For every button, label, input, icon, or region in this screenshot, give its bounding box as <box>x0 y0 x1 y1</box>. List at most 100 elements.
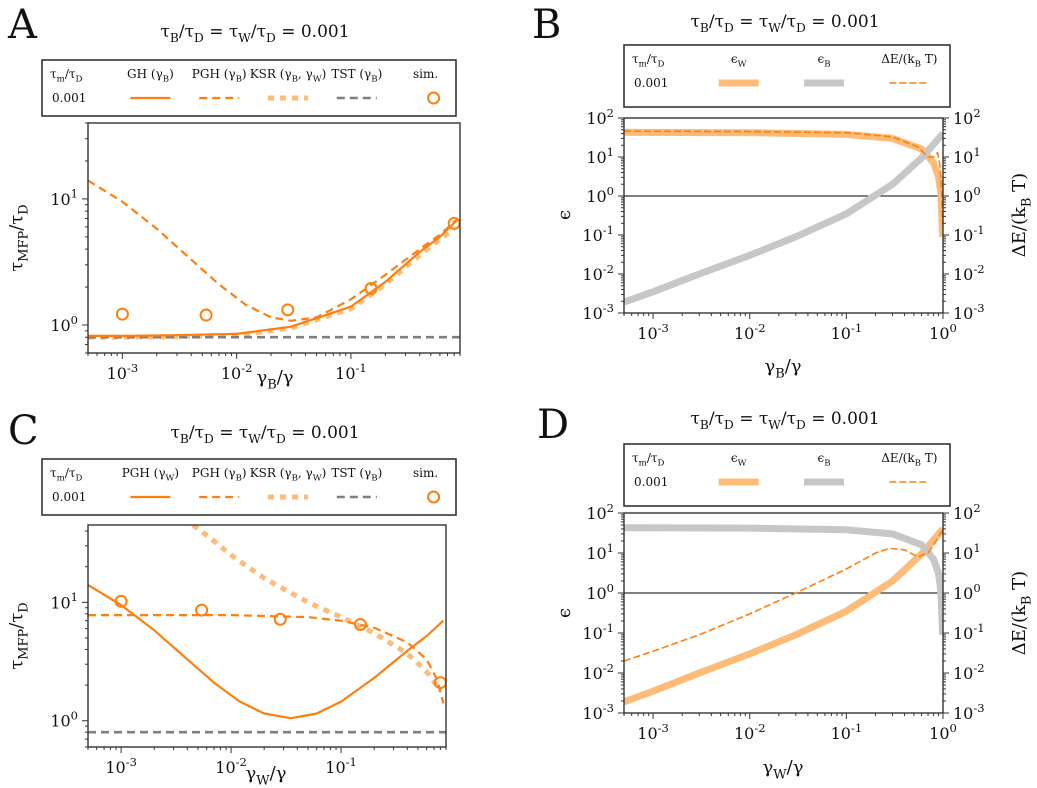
y-axis-label-D: ϵ <box>554 608 575 618</box>
legend-box-B <box>623 44 951 108</box>
plot-frame-D <box>623 512 944 714</box>
y-tick-label-B: 101​ <box>586 145 614 167</box>
sim-point-A <box>281 303 295 317</box>
y-tick-label-C: 100​ <box>50 709 78 731</box>
series-pgh-C <box>88 614 445 704</box>
legend-label-C-4: sim. <box>413 466 438 480</box>
legend-label-B-2: ΔE/(kB T) <box>881 52 937 70</box>
sim-point-A <box>199 308 213 322</box>
y-right-tick-label-B: 101​ <box>953 145 981 167</box>
x-axis-label-D: γW/γ <box>763 757 804 782</box>
panel-title-B: τB/τD = τW/τD = 0.001 <box>690 12 879 35</box>
series-epsW-D <box>624 526 943 706</box>
x-tick-label-D: 10-2​ <box>734 721 766 743</box>
y-tick-label-A: 100​ <box>50 313 78 335</box>
series-dE-D <box>624 529 943 662</box>
series-epsB-D <box>624 524 943 635</box>
y-tick-label-B: 10-3​ <box>582 301 614 323</box>
legend-value-D: 0.001 <box>634 475 668 489</box>
x-tick-label-C: 10-3​ <box>105 755 137 777</box>
y-tick-label-B: 10-2​ <box>582 262 614 284</box>
legend-box-D <box>623 443 951 507</box>
sim-point-A <box>364 281 378 295</box>
x-tick-label-A: 10-3​ <box>107 361 139 383</box>
legend-label-D-0: ϵW​ <box>731 451 747 469</box>
panel-title-A: τB/τD = τW/τD = 0.001 <box>160 22 349 45</box>
y-right-tick-label-B: 10-2​ <box>953 262 985 284</box>
plot-area-B <box>624 128 943 306</box>
panel-title-C: τB/τD = τW/τD = 0.001 <box>170 423 359 446</box>
plot-area-A <box>88 179 460 340</box>
legend-value-C: 0.001 <box>52 490 86 504</box>
x-tick-label-B: 10-3​ <box>637 321 669 343</box>
panel-letter-C: C <box>8 408 39 454</box>
legend-label-C-1: PGH (γB) <box>192 466 247 484</box>
y-tick-label-D: 10-2​ <box>582 661 614 683</box>
x-tick-label-C: 10-2​ <box>215 755 247 777</box>
x-tick-label-D: 10-3​ <box>637 721 669 743</box>
sim-point-C <box>273 612 287 626</box>
x-tick-label-B: 10-2​ <box>734 321 766 343</box>
series-gh-A <box>88 219 458 337</box>
y-axis-label-C: τMFP/τD​ <box>6 602 31 669</box>
y-right-tick-label-D: 10-2​ <box>953 661 985 683</box>
plot-area-D <box>624 524 943 706</box>
y-right-tick-label-D: 100​ <box>953 581 981 603</box>
y-tick-label-D: 101​ <box>586 541 614 563</box>
plot-frame-B <box>623 117 944 314</box>
y-tick-label-D: 102​ <box>586 501 614 523</box>
y-right-tick-label-B: 10-3​ <box>953 301 985 323</box>
y-right-axis-label-D: ΔE/(kB T) <box>1009 571 1034 655</box>
x-tick-label-D: 10-1​ <box>831 721 863 743</box>
legend-box-A <box>41 59 457 117</box>
legend-header-C: τm/τD​ <box>50 466 83 484</box>
legend-label-B-1: ϵB​ <box>817 52 830 70</box>
legend-label-A-0: GH (γB) <box>127 67 174 85</box>
x-tick-label-B: 10-1​ <box>831 321 863 343</box>
y-tick-label-B: 10-1​ <box>582 223 614 245</box>
y-right-tick-label-D: 10-3​ <box>953 701 985 723</box>
panel-letter-D: D <box>537 402 569 448</box>
legend-label-B-0: ϵW​ <box>731 52 747 70</box>
legend-label-A-3: TST (γB) <box>331 67 382 85</box>
y-right-tick-label-B: 102​ <box>953 106 981 128</box>
y-right-axis-label-B: ΔE/(kB T) <box>1009 173 1034 257</box>
x-tick-label-C: 10-1​ <box>325 755 357 777</box>
x-tick-label-A: 10-2​ <box>221 361 253 383</box>
legend-value-A: 0.001 <box>52 91 86 105</box>
series-gh-C <box>88 584 445 720</box>
series-ksr-C <box>191 525 443 692</box>
plot-frame-A <box>87 122 461 354</box>
legend-box-C <box>41 458 457 516</box>
legend-value-B: 0.001 <box>634 76 668 90</box>
y-tick-label-A: 101​ <box>50 187 78 209</box>
legend-header-B: τm/τD​ <box>632 52 665 70</box>
y-right-tick-label-B: 100​ <box>953 184 981 206</box>
legend-label-C-0: PGH (γW) <box>122 466 179 484</box>
y-tick-label-B: 102​ <box>586 106 614 128</box>
y-right-tick-label-D: 101​ <box>953 541 981 563</box>
panel-letter-A: A <box>7 2 38 48</box>
x-tick-label-A: 10-1​ <box>335 361 367 383</box>
y-right-tick-label-B: 10-1​ <box>953 223 985 245</box>
panel-title-D: τB/τD = τW/τD = 0.001 <box>690 409 879 432</box>
legend-label-A-1: PGH (γB) <box>192 67 247 85</box>
series-pgh-A <box>88 179 458 322</box>
legend-header-D: τm/τD​ <box>632 451 665 469</box>
x-axis-label-A: γB/γ <box>256 367 293 392</box>
legend-marker-sim-C <box>427 490 441 504</box>
y-tick-label-D: 10-3​ <box>582 701 614 723</box>
legend-label-C-3: TST (γB) <box>331 466 382 484</box>
y-tick-label-B: 100​ <box>586 184 614 206</box>
legend-label-D-1: ϵB​ <box>817 451 830 469</box>
legend-marker-sim-A <box>427 91 441 105</box>
legend-label-A-4: sim. <box>413 67 438 81</box>
x-axis-label-C: γW/γ <box>246 763 287 788</box>
y-axis-label-A: τMFP/τD​ <box>6 204 31 271</box>
legend-label-A-2: KSR (γB, γW) <box>250 67 327 85</box>
series-epsW-B <box>624 128 943 237</box>
plot-frame-C <box>87 524 447 748</box>
y-tick-label-D: 10-1​ <box>582 621 614 643</box>
legend-label-C-2: KSR (γB, γW) <box>250 466 327 484</box>
legend-label-D-2: ΔE/(kB T) <box>881 451 937 469</box>
